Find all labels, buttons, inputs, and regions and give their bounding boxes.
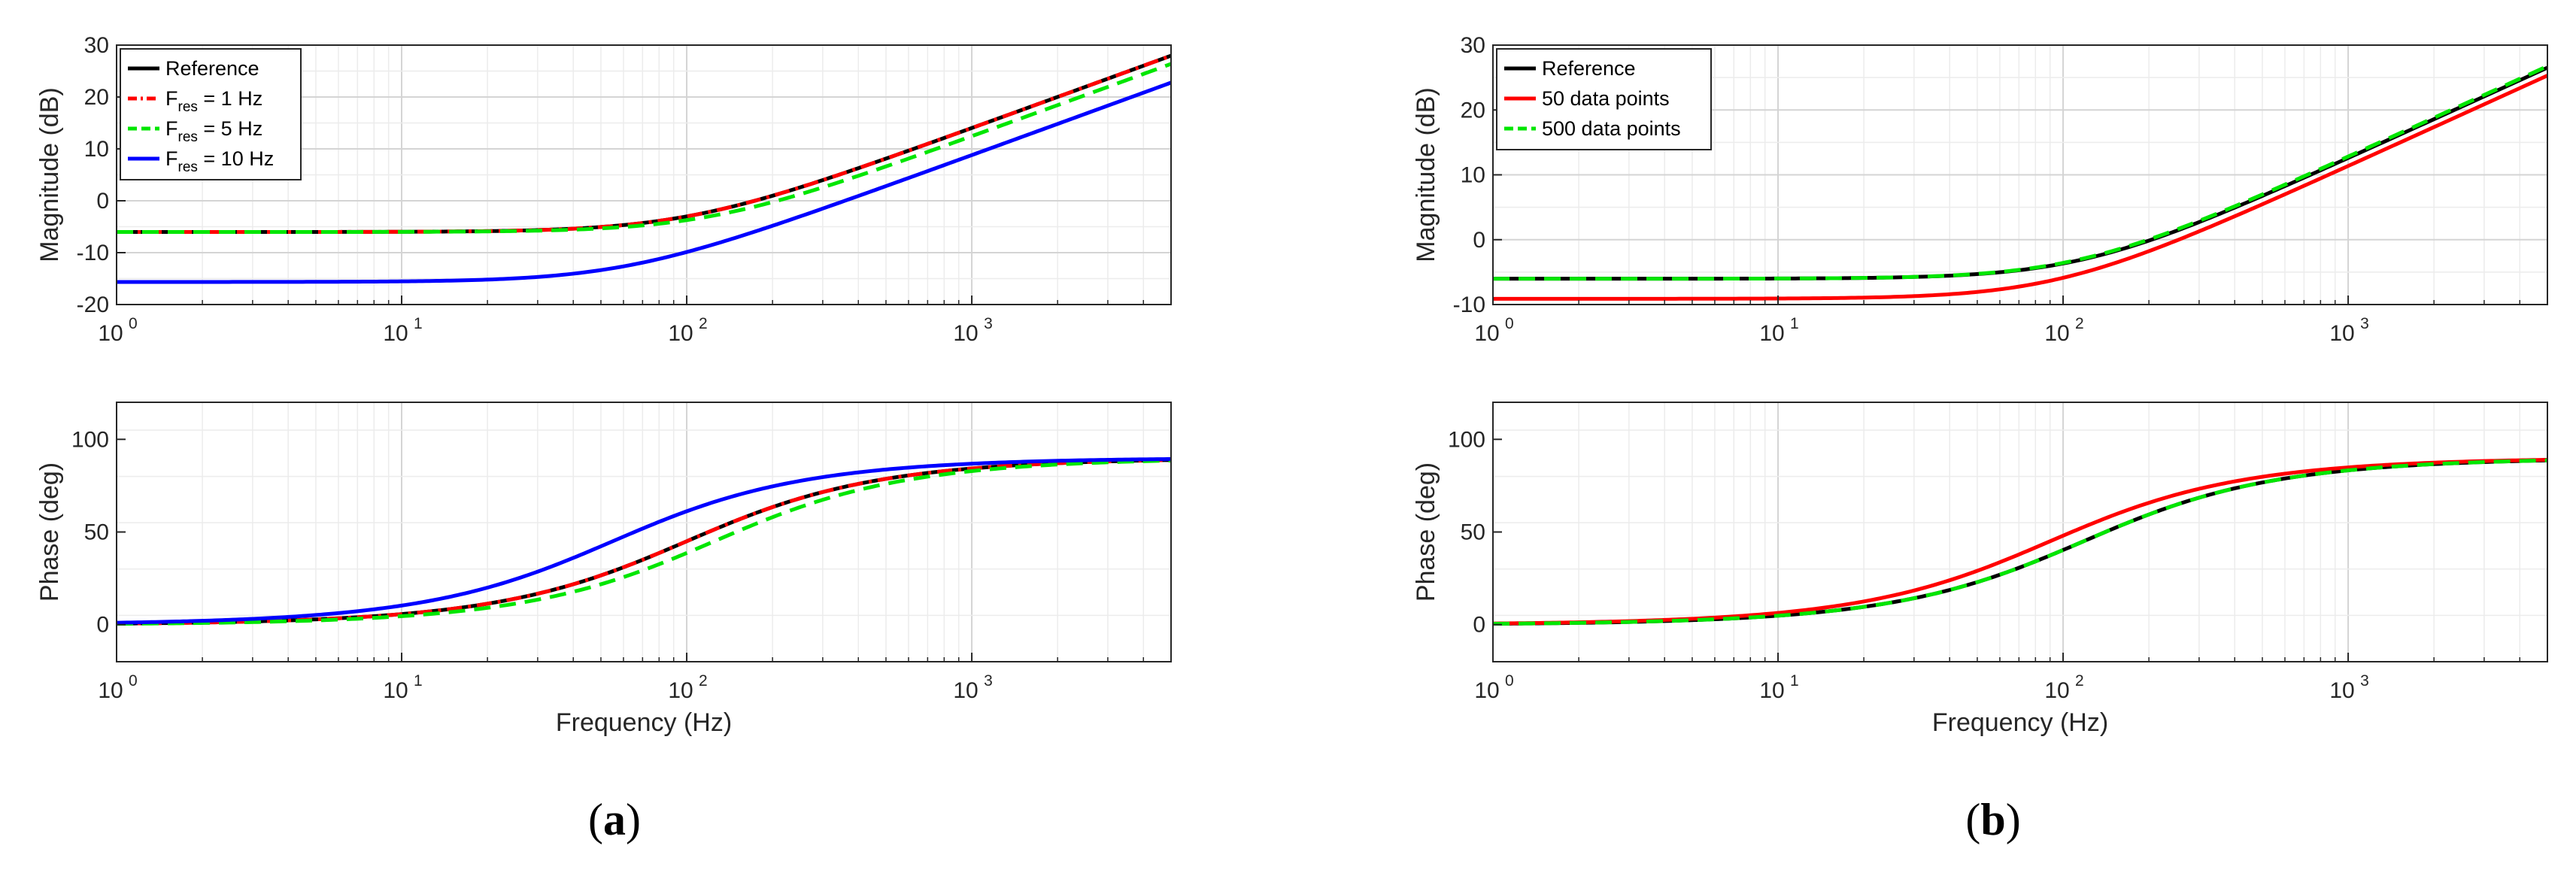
svg-text:(a): (a) [588, 795, 641, 844]
series-line-fres-5-hz [117, 62, 1172, 235]
series-line-fres-10-hz [117, 80, 1172, 284]
x-tick-exponent: 3 [2360, 672, 2369, 690]
series-group [116, 456, 1172, 626]
x-tick-exponent: 1 [414, 315, 423, 332]
grid [116, 402, 1172, 662]
x-tick-label: 10 [1474, 678, 1499, 703]
y-tick-label: 0 [96, 613, 109, 638]
y-tick-label: 30 [84, 33, 109, 58]
x-tick-exponent: 2 [2075, 672, 2084, 690]
y-tick-label: 10 [84, 137, 109, 162]
x-tick-label: 10 [2329, 321, 2354, 346]
panel-letter-b: b [1980, 795, 2005, 844]
x-tick-label: 10 [1474, 321, 1499, 346]
x-axis-label: Frequency (Hz) [556, 708, 732, 737]
series-line-fres-1-hz [116, 458, 1172, 626]
y-tick-label: 10 [1461, 163, 1485, 188]
x-tick-exponent: 0 [1505, 315, 1514, 332]
x-tick-label: 10 [383, 678, 408, 703]
x-tick-label: 10 [98, 678, 123, 703]
y-tick-label: -10 [77, 241, 109, 265]
y-tick-label: 20 [1461, 98, 1485, 123]
legend-entry: Fres = 10 Hz [165, 147, 274, 175]
x-tick-exponent: 3 [984, 315, 993, 332]
y-tick-label: 0 [96, 189, 109, 214]
legend: Reference 50 data points 500 data points [1496, 48, 1712, 150]
x-tick-exponent: 2 [699, 672, 708, 690]
x-tick-label: 10 [383, 321, 408, 346]
x-tick-label: 10 [1759, 321, 1784, 346]
x-tick-exponent: 2 [699, 315, 708, 332]
y-tick-label: 0 [1473, 228, 1485, 253]
panel-label-a: (a) [588, 795, 641, 844]
series-group [1492, 457, 2548, 626]
x-tick-exponent: 2 [2075, 315, 2084, 332]
series-line-50-data-points [1493, 74, 2549, 301]
x-tick-exponent: 1 [1790, 672, 1799, 690]
x-tick-exponent: 3 [984, 672, 993, 690]
series-group [1493, 64, 2549, 301]
svg-text:(b): (b) [1965, 795, 2020, 844]
legend-entry: 50 data points [1542, 87, 1670, 110]
x-axis-label: Frequency (Hz) [1932, 708, 2108, 737]
x-tick-label: 10 [1759, 678, 1784, 703]
panel-label-b: (b) [1965, 795, 2020, 844]
series-line-fres-5-hz [116, 458, 1172, 626]
x-tick-label: 10 [2044, 321, 2069, 346]
y-tick-label: 20 [84, 85, 109, 110]
y-tick-label: 30 [1461, 33, 1485, 58]
y-axis-label: Magnitude (dB) [1412, 87, 1440, 262]
x-tick-label: 10 [668, 321, 693, 346]
y-tick-label: 50 [1461, 520, 1485, 545]
x-tick-label: 10 [953, 678, 978, 703]
axes-frame [116, 44, 1172, 305]
x-tick-exponent: 0 [129, 315, 138, 332]
series-line-fres-1-hz [117, 53, 1172, 235]
chart-a-mag: -20 -10 0 10 20 30 10 0 10 1 10 2 10 3 Magnitude (dB) R… [35, 33, 1172, 346]
x-tick-exponent: 0 [1505, 672, 1514, 690]
y-axis-label: Phase (deg) [1412, 462, 1440, 602]
y-tick-label: 100 [1448, 427, 1485, 452]
y-tick-label: -20 [77, 293, 109, 317]
legend-entry: Reference [1542, 57, 1636, 80]
chart-b-mag: -10 0 10 20 30 10 0 10 1 10 2 10 3 Magnitude (dB) Refe… [1412, 33, 2549, 346]
panel-letter-a: a [603, 795, 626, 844]
y-tick-label: -10 [1453, 293, 1485, 317]
grid [1492, 44, 2548, 305]
series-line-fres-10-hz [116, 456, 1172, 625]
x-tick-label: 10 [668, 678, 693, 703]
x-tick-exponent: 3 [2360, 315, 2369, 332]
legend-entry: Fres = 5 Hz [165, 117, 262, 145]
x-tick-label: 10 [953, 321, 978, 346]
x-tick-label: 10 [98, 321, 123, 346]
x-tick-label: 10 [2329, 678, 2354, 703]
y-axis-label: Magnitude (dB) [35, 87, 64, 262]
series-line-500-data-points [1492, 458, 2548, 626]
x-tick-exponent: 1 [414, 672, 423, 690]
legend-entry: 500 data points [1542, 117, 1681, 140]
series-line-500-data-points [1493, 64, 2549, 281]
y-tick-label: 50 [84, 520, 109, 545]
series-group [117, 53, 1172, 284]
y-tick-label: 0 [1473, 613, 1485, 638]
series-line-50-data-points [1492, 457, 2548, 626]
y-axis-label: Phase (deg) [35, 462, 64, 602]
legend-entry: Fres = 1 Hz [165, 87, 262, 115]
legend-entry: Reference [165, 57, 259, 80]
x-tick-exponent: 0 [129, 672, 138, 690]
y-tick-label: 100 [71, 427, 109, 452]
x-tick-label: 10 [2044, 678, 2069, 703]
x-tick-exponent: 1 [1790, 315, 1799, 332]
